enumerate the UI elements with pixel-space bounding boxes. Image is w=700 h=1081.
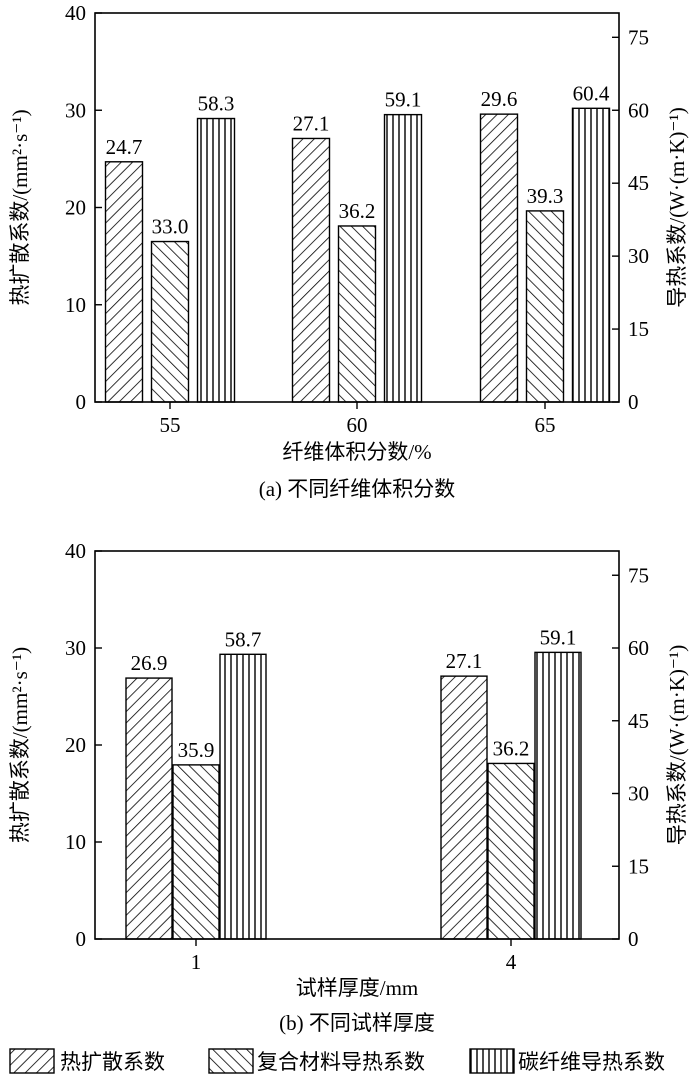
left-tick-label: 30 bbox=[65, 636, 86, 660]
panel-caption: (b) 不同试样厚度 bbox=[279, 1011, 435, 1035]
y-axis-left-label: 热扩散系数/(mm²·s⁻¹) bbox=[8, 109, 32, 305]
right-tick-label: 75 bbox=[628, 25, 649, 49]
bar-vertical-65 bbox=[571, 107, 611, 403]
right-tick-label: 45 bbox=[628, 171, 649, 195]
legend-label: 碳纤维导热系数 bbox=[518, 1050, 665, 1074]
right-tick-label: 15 bbox=[628, 317, 649, 341]
right-tick-label: 30 bbox=[628, 782, 649, 806]
y-axis-left-label: 热扩散系数/(mm²·s⁻¹) bbox=[8, 647, 32, 843]
left-tick-label: 20 bbox=[65, 196, 86, 220]
right-tick-label: 60 bbox=[628, 636, 649, 660]
x-tick-label: 1 bbox=[191, 950, 202, 974]
data-label: 59.1 bbox=[385, 88, 422, 112]
right-tick-label: 15 bbox=[628, 854, 649, 878]
chart-panel-b: 26.9 27.1 35.9 36.2 58.7 59.1 0 10 20 30 40 0 15 30 45… bbox=[8, 539, 689, 1035]
x-axis-label: 纤维体积分数/% bbox=[282, 440, 431, 464]
data-label: 29.6 bbox=[481, 87, 518, 111]
left-tick-label: 40 bbox=[65, 1, 86, 25]
legend-swatch bbox=[208, 1048, 254, 1074]
right-tick-label: 0 bbox=[628, 927, 639, 951]
bar-diag-back-55 bbox=[150, 240, 190, 403]
data-label: 27.1 bbox=[446, 649, 483, 673]
left-tick-label: 30 bbox=[65, 98, 86, 122]
data-label: 58.3 bbox=[198, 92, 235, 116]
data-label: 33.0 bbox=[152, 215, 189, 239]
right-tick-label: 60 bbox=[628, 98, 649, 122]
bar-diag-forward-4 bbox=[440, 675, 488, 940]
bar-diag-back-65 bbox=[525, 210, 565, 403]
bar-diag-back-60 bbox=[337, 225, 377, 403]
legend-label: 热扩散系数 bbox=[60, 1050, 165, 1074]
chart-panel-a: 24.7 27.1 29.6 33.0 36.2 39.3 58.3 59.1 60.4 0 10 2… bbox=[8, 1, 689, 501]
left-tick-label: 10 bbox=[65, 293, 86, 317]
right-tick-label: 45 bbox=[628, 709, 649, 733]
data-label: 39.3 bbox=[527, 184, 564, 208]
bar-vertical-1 bbox=[219, 653, 267, 940]
data-label: 59.1 bbox=[540, 625, 577, 649]
left-tick-label: 20 bbox=[65, 733, 86, 757]
x-tick-label: 4 bbox=[506, 950, 517, 974]
right-tick-label: 75 bbox=[628, 563, 649, 587]
bar-vertical-55 bbox=[196, 117, 236, 403]
left-tick-label: 0 bbox=[76, 390, 87, 414]
bar-diag-forward-1 bbox=[125, 677, 173, 940]
x-tick-label: 60 bbox=[347, 413, 368, 437]
data-label: 27.1 bbox=[293, 111, 330, 135]
bar-diag-forward-60 bbox=[291, 137, 331, 403]
data-label: 58.7 bbox=[225, 627, 262, 651]
legend-label: 复合材料导热系数 bbox=[257, 1050, 425, 1074]
y-axis-right-label: 导热系数/(W·(m·K)⁻¹) bbox=[665, 645, 689, 846]
bar-diag-forward-65 bbox=[479, 113, 519, 403]
data-label: 24.7 bbox=[106, 135, 143, 159]
x-tick-label: 55 bbox=[160, 413, 181, 437]
panel-caption: (a) 不同纤维体积分数 bbox=[259, 477, 456, 501]
data-label: 60.4 bbox=[573, 81, 610, 105]
x-tick-label: 65 bbox=[535, 413, 556, 437]
legend-swatch bbox=[9, 1048, 55, 1074]
x-axis-label: 试样厚度/mm bbox=[296, 976, 419, 1000]
y-axis-right-label: 导热系数/(W·(m·K)⁻¹) bbox=[665, 107, 689, 308]
left-tick-label: 10 bbox=[65, 830, 86, 854]
right-tick-label: 0 bbox=[628, 390, 639, 414]
left-tick-label: 40 bbox=[65, 539, 86, 563]
data-label: 36.2 bbox=[339, 199, 376, 223]
legend: 热扩散系数 复合材料导热系数 碳纤维导热系数 bbox=[9, 1048, 665, 1074]
bar-diag-forward-55 bbox=[104, 161, 144, 403]
bar-diag-back-1 bbox=[172, 764, 220, 940]
left-tick-label: 0 bbox=[76, 927, 87, 951]
bar-vertical-4 bbox=[534, 651, 582, 940]
data-label: 36.2 bbox=[493, 736, 530, 760]
bar-vertical-60 bbox=[383, 113, 423, 403]
right-tick-label: 30 bbox=[628, 244, 649, 268]
legend-swatch bbox=[469, 1048, 515, 1074]
bar-diag-back-4 bbox=[487, 762, 535, 940]
data-label: 26.9 bbox=[131, 651, 168, 675]
data-label: 35.9 bbox=[178, 738, 215, 762]
